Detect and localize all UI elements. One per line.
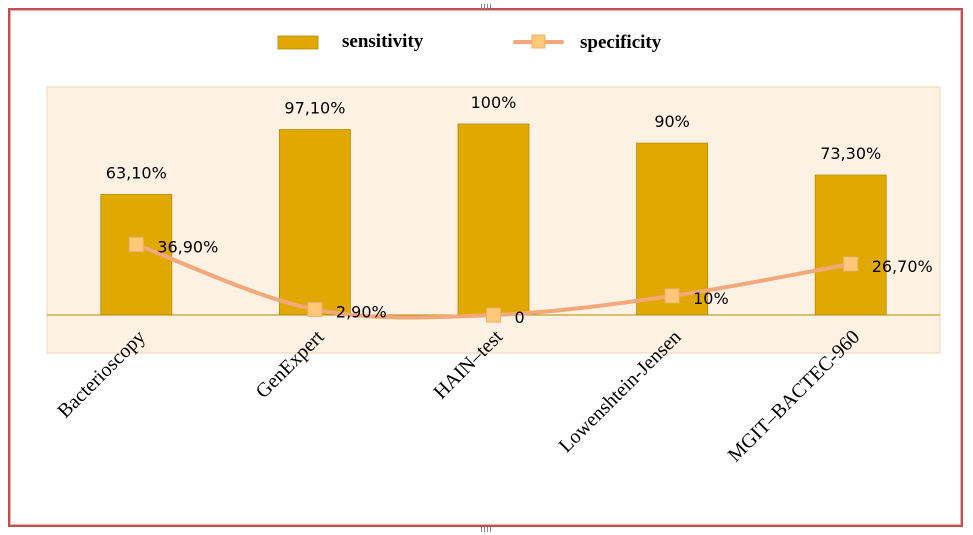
specificity-marker-3 [664,288,680,304]
resize-handle-bottom[interactable] [481,527,493,532]
resize-handle-top[interactable] [481,4,493,9]
line-label-0: 36,90% [157,238,218,257]
specificity-marker-0 [128,237,144,253]
legend-swatch-specificity-marker [531,34,546,49]
chart-frame [8,8,963,527]
bar-label-1: 97,10% [284,99,345,118]
bar-label-0: 63,10% [106,163,167,182]
line-layer [128,237,859,323]
line-label-3: 10% [693,289,729,308]
legend: sensitivity specificity [277,31,662,53]
legend-swatch-sensitivity [277,35,319,50]
specificity-marker-1 [307,301,323,317]
specificity-marker-2 [486,307,501,323]
bar-label-3: 90% [654,112,690,131]
bars-layer [100,123,887,316]
line-label-1: 2,90% [336,302,387,321]
specificity-marker-4 [843,256,859,272]
legend-label-specificity: specificity [580,32,662,53]
bar-sensitivity-3 [636,142,708,316]
bar-label-2: 100% [471,93,517,112]
legend-label-sensitivity: sensitivity [342,31,424,52]
labels-layer: 63,10% 97,10% 100% 90% 73,30% 36,90% 2,90% 0 10%… [106,93,933,327]
line-label-4: 26,70% [872,257,933,276]
bar-sensitivity-2 [457,123,530,316]
bar-sensitivity-4 [814,174,887,316]
bar-sensitivity-1 [278,129,351,316]
bar-label-4: 73,30% [820,144,881,163]
line-label-2: 0 [515,308,525,327]
